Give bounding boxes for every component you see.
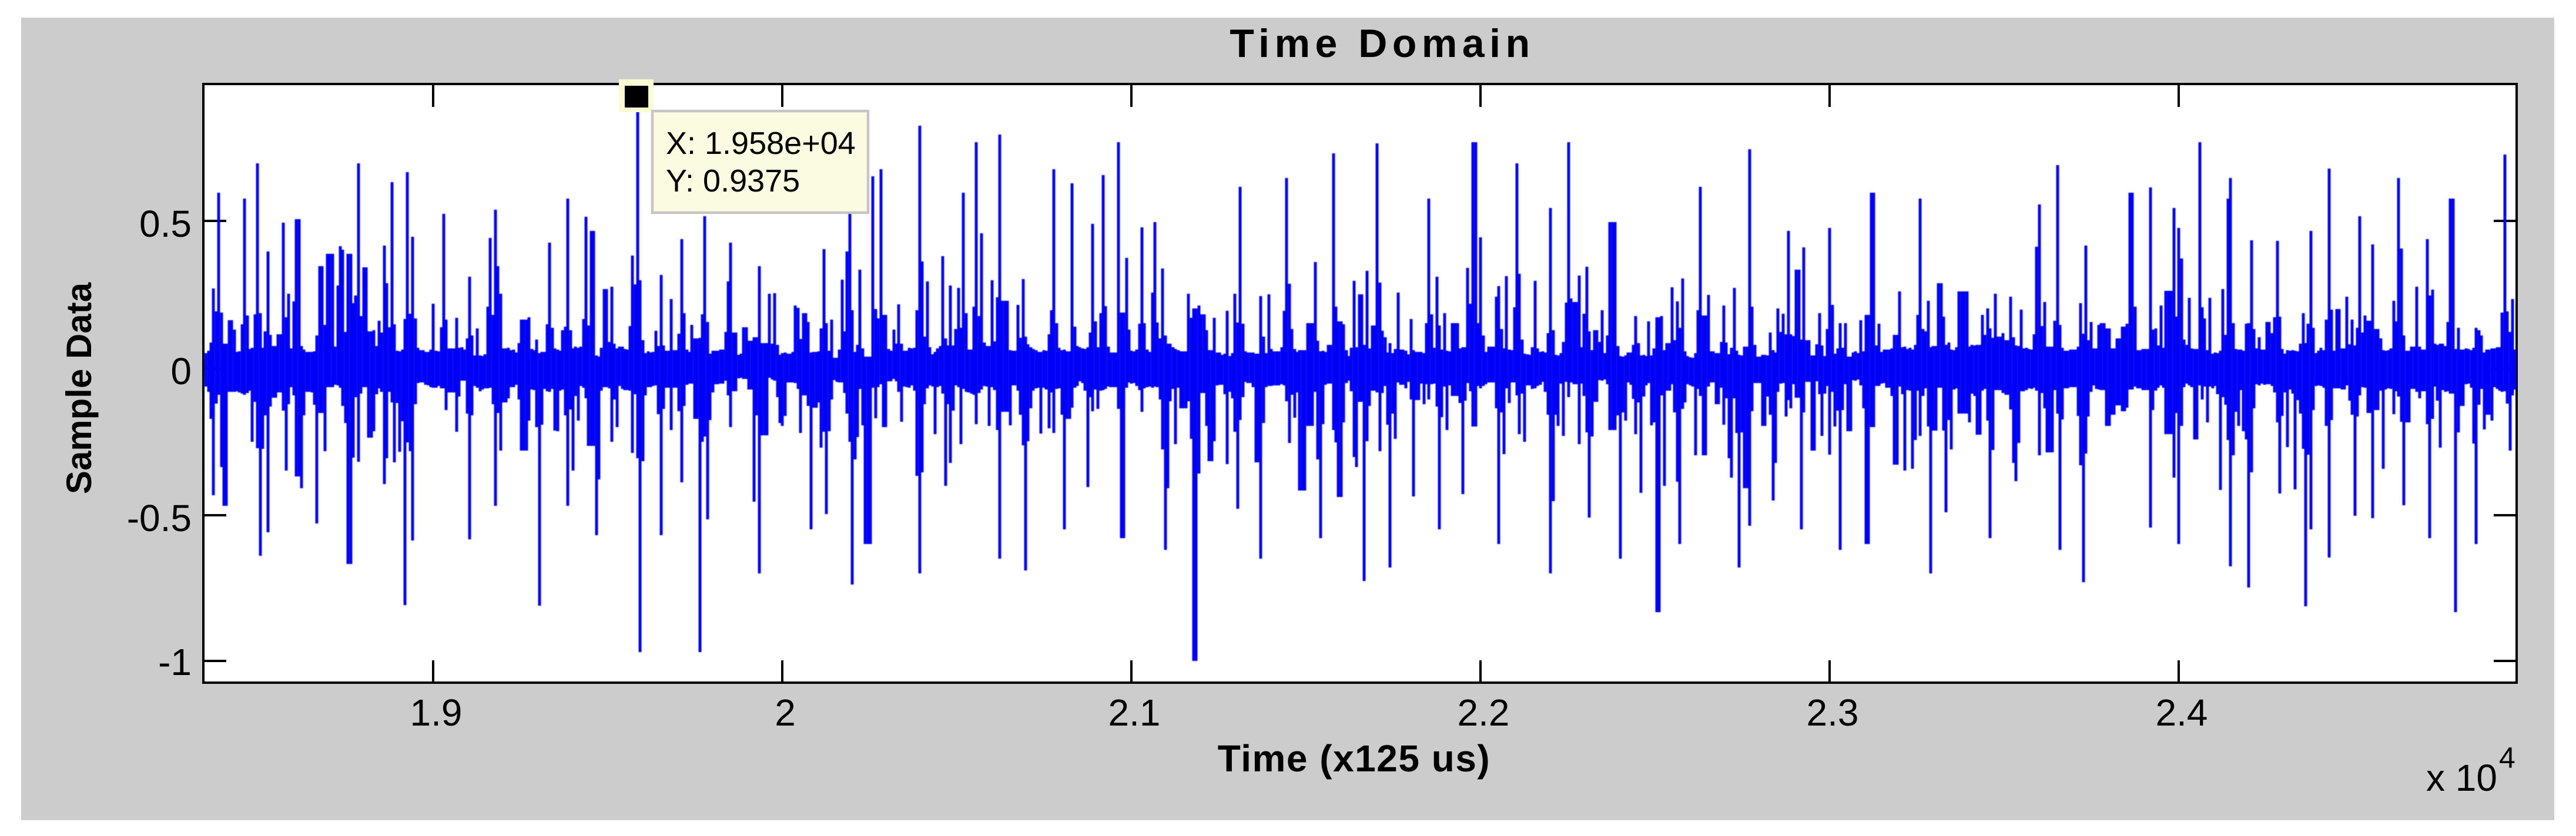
svg-text:x 10: x 10 (2426, 757, 2497, 799)
svg-text:2.3: 2.3 (1807, 691, 1859, 734)
svg-text:2.4: 2.4 (2156, 691, 2208, 734)
svg-text:-0.5: -0.5 (127, 497, 192, 539)
svg-text:0: 0 (170, 350, 192, 392)
svg-text:1.9: 1.9 (410, 691, 463, 734)
svg-text:4: 4 (2499, 741, 2515, 774)
svg-text:-1: -1 (158, 641, 192, 683)
svg-text:2: 2 (775, 691, 796, 734)
svg-text:0.5: 0.5 (139, 203, 192, 245)
svg-text:X: 1.958e+04: X: 1.958e+04 (666, 126, 856, 161)
svg-text:2.1: 2.1 (1108, 691, 1161, 734)
svg-text:Y: 0.9375: Y: 0.9375 (666, 163, 800, 199)
svg-text:2.2: 2.2 (1458, 691, 1510, 734)
svg-text:Time (x125 us): Time (x125 us) (1218, 737, 1490, 780)
svg-text:Time Domain: Time Domain (1230, 21, 1535, 66)
svg-text:Sample Data: Sample Data (59, 282, 99, 494)
